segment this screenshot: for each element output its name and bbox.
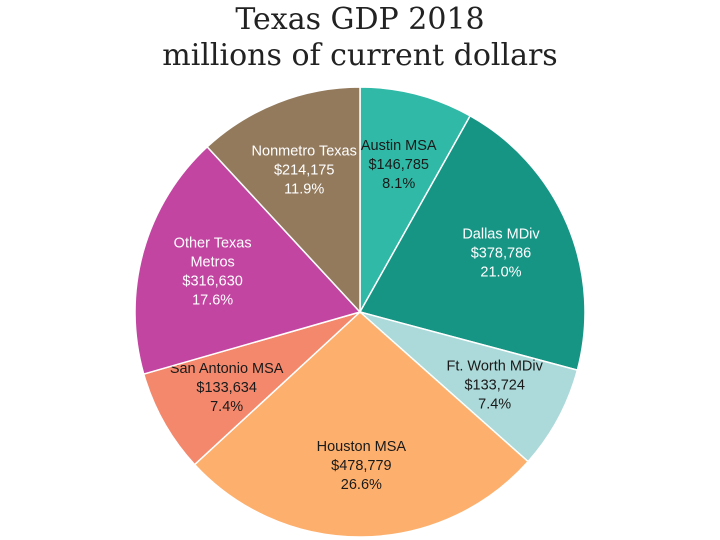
slice-value-label: $133,724	[464, 378, 524, 394]
slice-label-dallas-mdiv: Dallas MDiv $378,786 21.0%	[462, 227, 540, 281]
chart-title: Texas GDP 2018	[235, 2, 485, 37]
slice-percent-label: 7.4%	[210, 399, 243, 415]
slice-percent-label: 7.4%	[478, 397, 511, 413]
slice-name-label: Austin MSA	[361, 138, 437, 154]
slice-label-other-texas-metros: Other Texas Metros $316,630 17.6%	[174, 235, 252, 308]
slice-label-ft-worth-mdiv: Ft. Worth MDiv $133,724 7.4%	[446, 359, 543, 413]
slice-name-label: Houston MSA	[317, 439, 407, 455]
slice-value-label: $133,634	[196, 380, 256, 396]
slice-value-label: $378,786	[471, 246, 531, 262]
slice-name-label: Dallas MDiv	[462, 227, 540, 243]
slice-percent-label: 26.6%	[341, 477, 382, 493]
slice-percent-label: 17.6%	[192, 292, 233, 308]
pie-slice-houston-msa	[193, 310, 530, 538]
pie-slice-austin-msa	[359, 86, 472, 315]
chart-subtitle: millions of current dollars	[162, 38, 558, 73]
pie-slice-nonmetro-texas	[206, 86, 361, 314]
pie-slice-dallas-mdiv	[358, 114, 586, 372]
slice-percent-label: 21.0%	[480, 265, 521, 281]
slice-name-label: Nonmetro Texas	[252, 144, 357, 160]
slice-label-nonmetro-texas: Nonmetro Texas $214,175 11.9%	[252, 144, 357, 198]
slice-label-austin-msa: Austin MSA $146,785 8.1%	[361, 138, 437, 192]
pie-slice-other-texas-metros	[134, 145, 362, 375]
pie-slice-ft-worth-mdiv	[359, 311, 579, 463]
slice-name-label: San Antonio MSA	[170, 361, 284, 377]
slice-name-label: Other Texas	[174, 235, 252, 251]
pie-slice-san-antonio-msa	[142, 311, 361, 466]
slice-name-label: Ft. Worth MDiv	[446, 359, 543, 375]
slice-value-label: $214,175	[274, 163, 334, 179]
slice-percent-label: 11.9%	[284, 182, 324, 198]
slice-value-label: $478,779	[331, 458, 391, 474]
slice-value-label: $316,630	[182, 273, 242, 289]
slice-name-label: Metros	[190, 254, 234, 270]
slice-label-houston-msa: Houston MSA $478,779 26.6%	[317, 439, 407, 493]
slice-label-san-antonio-msa: San Antonio MSA $133,634 7.4%	[170, 361, 284, 415]
slice-value-label: $146,785	[368, 157, 428, 173]
slice-percent-label: 8.1%	[382, 176, 415, 192]
